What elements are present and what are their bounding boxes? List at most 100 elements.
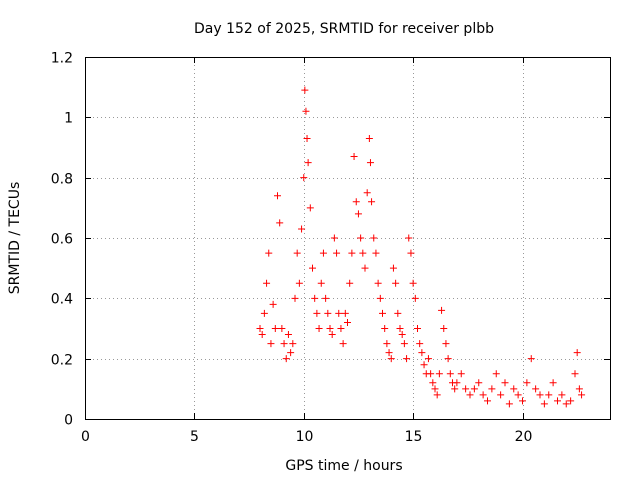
data-point (427, 370, 435, 378)
y-tick-label: 0 (64, 413, 73, 429)
data-point (359, 249, 367, 257)
data-point (322, 294, 330, 302)
data-point (306, 204, 314, 212)
data-point (300, 174, 308, 182)
data-point (302, 107, 310, 115)
x-axis-label: GPS time / hours (285, 458, 402, 474)
data-point (354, 210, 362, 218)
data-point (265, 249, 273, 257)
data-point (429, 379, 437, 387)
data-point (440, 325, 448, 332)
y-tick-label: 0.8 (51, 172, 73, 188)
data-point (446, 370, 454, 378)
data-point (514, 391, 522, 399)
data-point (510, 385, 518, 393)
data-point (479, 391, 487, 399)
data-point (376, 294, 384, 302)
data-point (269, 300, 277, 308)
data-point (416, 340, 424, 348)
data-point (523, 379, 531, 387)
data-point (267, 340, 275, 348)
data-point (392, 279, 400, 287)
x-tick-label: 5 (190, 429, 199, 445)
data-point (431, 385, 439, 393)
data-point (409, 279, 417, 287)
data-point (405, 234, 413, 242)
data-point (271, 325, 279, 332)
data-point (379, 309, 386, 317)
data-point (298, 225, 306, 233)
data-point (424, 355, 432, 363)
data-point (383, 340, 391, 348)
data-point (438, 306, 446, 314)
data-point (558, 391, 566, 399)
data-point (532, 385, 540, 393)
data-point (519, 397, 526, 405)
data-point (549, 379, 557, 387)
data-point (282, 355, 290, 363)
data-point (368, 198, 376, 206)
x-tick-label: 0 (81, 429, 90, 445)
data-point (442, 340, 450, 348)
x-tick-label: 10 (296, 429, 314, 445)
data-point (444, 355, 452, 363)
data-point (372, 249, 380, 257)
data-point (470, 385, 478, 393)
data-point (466, 391, 474, 399)
data-point (361, 264, 369, 272)
data-point (366, 159, 374, 167)
data-point (324, 309, 332, 317)
data-point (435, 370, 443, 378)
y-axis-label: SRMTID / TECUs (7, 182, 23, 295)
y-tick-label: 0.4 (51, 292, 73, 308)
data-point (309, 264, 316, 272)
data-point (554, 397, 561, 405)
data-point (365, 134, 373, 142)
data-point (540, 400, 548, 408)
data-point (333, 249, 341, 257)
data-point (339, 340, 347, 348)
data-point (451, 385, 459, 393)
data-point (488, 385, 496, 393)
data-point (505, 400, 513, 408)
data-point (330, 234, 338, 242)
data-point (396, 325, 404, 332)
data-point (394, 309, 402, 317)
data-point (573, 349, 581, 357)
data-point (381, 325, 389, 332)
data-point (389, 264, 397, 272)
x-tick-label: 15 (405, 429, 423, 445)
plot-frame (85, 57, 611, 420)
data-point (348, 249, 356, 257)
y-tick-label: 0.6 (51, 232, 73, 248)
data-point (258, 331, 266, 339)
data-point (335, 309, 343, 317)
data-point (400, 340, 408, 348)
data-point (313, 309, 321, 317)
data-point (407, 249, 415, 257)
y-tick-label: 1.2 (51, 51, 73, 67)
data-point (319, 249, 327, 257)
data-point (418, 349, 426, 357)
data-point (311, 294, 319, 302)
data-point (346, 279, 354, 287)
data-point (276, 219, 284, 227)
data-point (484, 397, 491, 405)
data-point (497, 391, 505, 399)
data-point (387, 355, 395, 363)
data-point (545, 391, 553, 399)
data-point (363, 189, 371, 197)
data-point (344, 318, 351, 326)
data-point (536, 391, 544, 399)
data-point (527, 355, 535, 363)
data-point (433, 391, 441, 399)
data-point (263, 279, 271, 287)
axis-ticks: 0 0.2 0.4 0.6 0.8 1 1.2 0 5 10 15 20 (51, 51, 610, 445)
data-point (357, 234, 365, 242)
y-tick-label: 0.2 (51, 353, 73, 369)
data-point (274, 192, 281, 200)
data-point (295, 279, 303, 287)
data-point (562, 400, 570, 408)
data-point (303, 134, 311, 142)
data-point (567, 397, 575, 405)
